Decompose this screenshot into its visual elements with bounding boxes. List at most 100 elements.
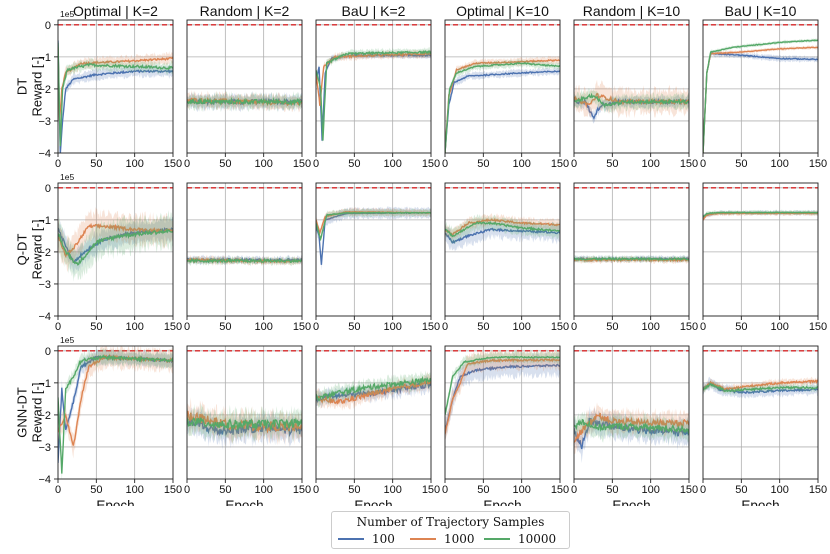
y-tick-label: 0 bbox=[45, 346, 51, 358]
series-line-1000 bbox=[574, 412, 689, 443]
column-title: Random | K=2 bbox=[200, 3, 290, 19]
series-band-10000 bbox=[445, 213, 560, 245]
x-tick-label: 50 bbox=[90, 321, 102, 333]
series-line-1000 bbox=[703, 46, 818, 153]
x-tick-label: 0 bbox=[571, 484, 577, 496]
x-tick-label: 150 bbox=[551, 484, 569, 496]
x-tick-label: 50 bbox=[477, 158, 489, 170]
row-label-line: DT bbox=[15, 78, 30, 95]
series-line-100 bbox=[316, 53, 431, 141]
x-tick-label: 150 bbox=[164, 484, 182, 496]
panel-frame bbox=[573, 182, 690, 317]
panel-data bbox=[574, 187, 689, 265]
x-tick-label: 0 bbox=[571, 321, 577, 333]
series-line-10000 bbox=[187, 417, 302, 432]
panel-frame bbox=[444, 182, 561, 317]
x-axis-label: Epoch bbox=[225, 498, 263, 506]
series-line-1000 bbox=[316, 377, 431, 405]
panel-frame bbox=[315, 182, 432, 317]
series-band-100 bbox=[445, 351, 560, 440]
series-band-10000 bbox=[58, 210, 173, 282]
series-band-10000 bbox=[58, 37, 173, 153]
x-tick-label: 0 bbox=[184, 484, 190, 496]
panel-r1-c0: 0 50 100 150 0 −1 −2 −3 −4 1e5 bbox=[38, 172, 182, 333]
panel-data bbox=[703, 24, 818, 153]
panel-frame bbox=[444, 19, 561, 154]
panel-data bbox=[445, 24, 560, 153]
x-tick-label: 50 bbox=[735, 321, 747, 333]
row-label-line: GNN-DT bbox=[15, 387, 30, 438]
y-tick-label: −1 bbox=[38, 215, 51, 227]
x-tick-label: 50 bbox=[348, 158, 360, 170]
series-line-10000 bbox=[445, 62, 560, 153]
x-tick-label: 150 bbox=[809, 158, 827, 170]
panel-frame bbox=[444, 345, 561, 480]
series-line-100 bbox=[445, 227, 560, 244]
y-scale-label: 1e5 bbox=[60, 172, 74, 182]
x-tick-label: 100 bbox=[512, 158, 530, 170]
x-tick-label: 150 bbox=[293, 158, 311, 170]
x-tick-label: 100 bbox=[770, 321, 788, 333]
panel-r0-c5: 0 50 100 150 BaU | K=10 bbox=[700, 3, 827, 170]
x-tick-label: 0 bbox=[442, 484, 448, 496]
x-tick-label: 0 bbox=[313, 321, 319, 333]
panel-r2-c0: 0 50 100 150 0 −1 −2 −3 −4 1e5 Epoch bbox=[38, 335, 182, 506]
x-tick-label: 100 bbox=[770, 484, 788, 496]
panel-data bbox=[703, 187, 818, 222]
x-tick-label: 50 bbox=[606, 158, 618, 170]
panel-frame bbox=[315, 19, 432, 154]
panel-r2-c5: 0 50 100 150 Epoch bbox=[700, 345, 827, 506]
row-label-line: Reward [-] bbox=[30, 220, 45, 280]
panel-frame bbox=[573, 19, 690, 154]
series-line-10000 bbox=[316, 375, 431, 402]
x-tick-label: 150 bbox=[551, 321, 569, 333]
y-tick-label: −2 bbox=[38, 410, 51, 422]
y-tick-label: −4 bbox=[38, 474, 51, 486]
series-band-10000 bbox=[703, 209, 818, 219]
y-tick-label: −4 bbox=[38, 311, 51, 323]
panel-r0-c1: 0 50 100 150 Random | K=2 bbox=[184, 3, 311, 170]
panel-r2-c4: 0 50 100 150 Epoch bbox=[571, 345, 698, 506]
series-line-10000 bbox=[574, 418, 689, 435]
legend-entry-1000: 1000 bbox=[410, 532, 475, 546]
panel-r1-c5: 0 50 100 150 bbox=[700, 182, 827, 333]
y-tick-label: −4 bbox=[38, 148, 51, 160]
x-tick-label: 50 bbox=[348, 321, 360, 333]
series-band-1000 bbox=[58, 41, 173, 127]
x-tick-label: 0 bbox=[442, 321, 448, 333]
x-tick-label: 50 bbox=[477, 321, 489, 333]
y-scale-label: 1e5 bbox=[60, 335, 74, 345]
legend-title: Number of Trajectory Samples bbox=[356, 515, 545, 529]
legend-label-1000: 1000 bbox=[444, 532, 475, 546]
panel-data bbox=[187, 24, 302, 113]
panel-r2-c1: 0 50 100 150 Epoch bbox=[184, 345, 311, 506]
row-label-line: Q-DT bbox=[15, 234, 30, 266]
y-tick-label: −2 bbox=[38, 84, 51, 96]
series-line-100 bbox=[445, 70, 560, 153]
row-label-line: Reward [-] bbox=[30, 57, 45, 117]
panel-frame bbox=[186, 182, 303, 317]
panel-data bbox=[445, 187, 560, 252]
series-line-100 bbox=[316, 381, 431, 404]
column-title: BaU | K=10 bbox=[725, 3, 797, 19]
x-tick-label: 50 bbox=[735, 484, 747, 496]
series-line-100 bbox=[445, 363, 560, 431]
x-tick-label: 50 bbox=[90, 484, 102, 496]
panel-r1-c4: 0 50 100 150 bbox=[571, 182, 698, 333]
x-tick-label: 150 bbox=[293, 321, 311, 333]
x-tick-label: 0 bbox=[55, 321, 61, 333]
panel-data bbox=[574, 24, 689, 124]
x-tick-label: 100 bbox=[641, 158, 659, 170]
panel-data bbox=[187, 350, 302, 450]
x-tick-label: 50 bbox=[606, 321, 618, 333]
panel-data bbox=[703, 350, 818, 399]
series-line-100 bbox=[58, 40, 173, 153]
x-tick-label: 50 bbox=[219, 484, 231, 496]
panel-data bbox=[574, 350, 689, 464]
x-tick-label: 50 bbox=[219, 158, 231, 170]
series-line-10000 bbox=[574, 256, 689, 262]
series-band-1000 bbox=[316, 207, 431, 238]
panel-frame bbox=[573, 345, 690, 480]
series-band-10000 bbox=[316, 370, 431, 408]
series-line-10000 bbox=[187, 96, 302, 107]
